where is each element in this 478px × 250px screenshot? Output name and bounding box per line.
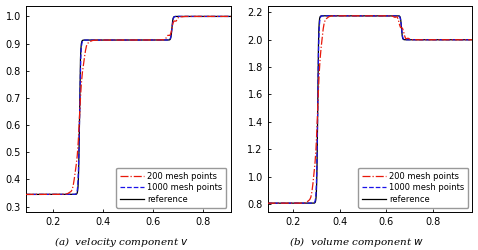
Legend: 200 mesh points, 1000 mesh points, reference: 200 mesh points, 1000 mesh points, refer… [358, 168, 468, 208]
Legend: 200 mesh points, 1000 mesh points, reference: 200 mesh points, 1000 mesh points, refer… [116, 168, 227, 208]
Text: (a)  velocity component $v$: (a) velocity component $v$ [54, 235, 189, 249]
Text: (b)  volume component $w$: (b) volume component $w$ [289, 235, 424, 249]
